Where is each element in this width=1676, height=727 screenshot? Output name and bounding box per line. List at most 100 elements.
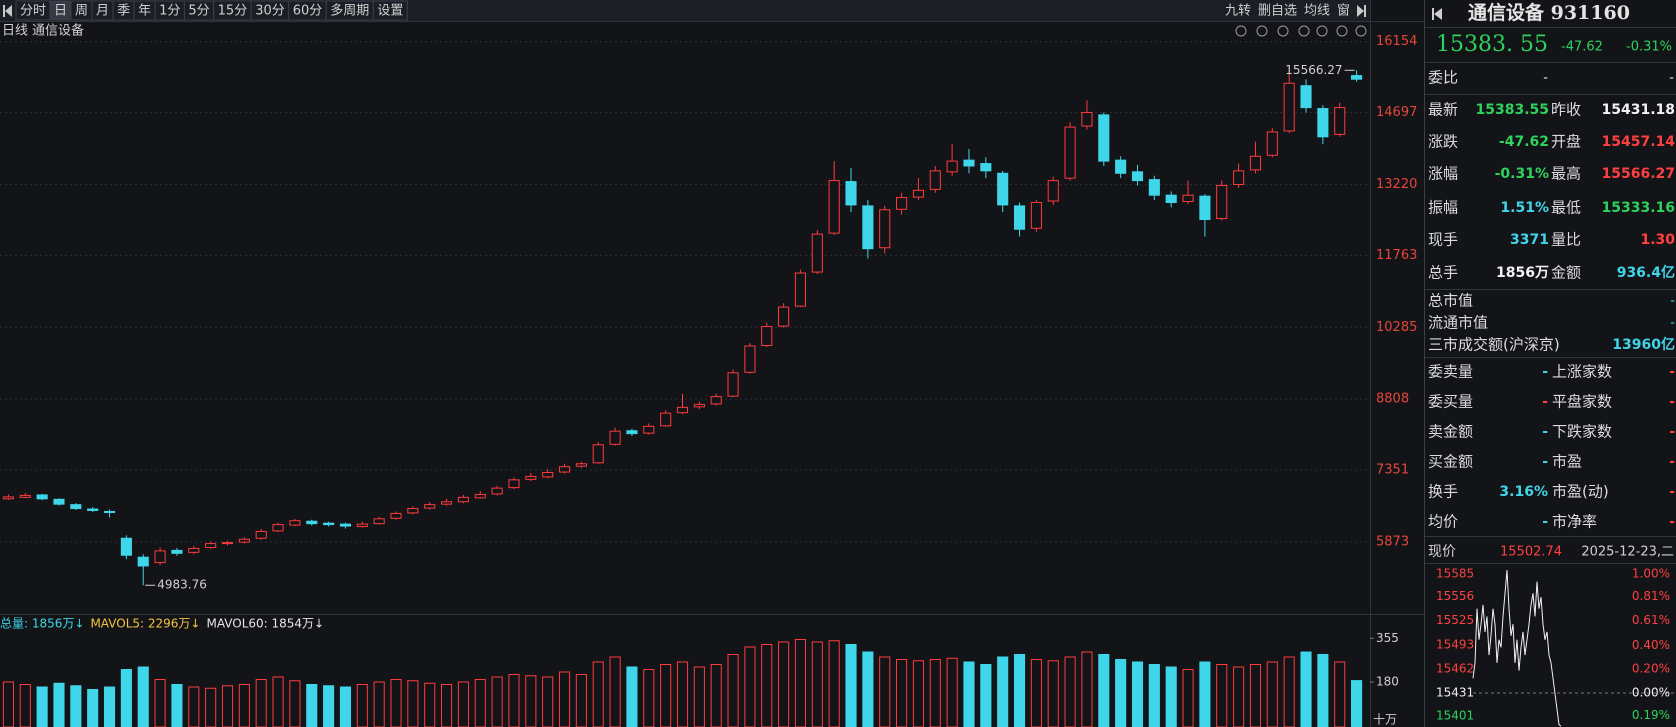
row-value: - — [1669, 394, 1675, 410]
row-label: 最新 — [1428, 101, 1458, 119]
volume-bar — [356, 684, 368, 727]
volume-bar — [491, 676, 503, 727]
row-value: 3371 — [1510, 232, 1549, 248]
panel-price: 15383. 55 — [1436, 32, 1548, 57]
toolbar-button-label[interactable]: 5分 — [188, 4, 209, 19]
toolbar-button-label[interactable]: 月 — [96, 4, 109, 19]
volume-bar — [693, 666, 705, 727]
price-tick-label: 11763 — [1376, 248, 1417, 263]
volume-bar — [1115, 659, 1127, 727]
volume-bar — [221, 685, 234, 727]
volume-bar — [676, 661, 689, 727]
row-label: 市盈(动) — [1552, 483, 1609, 501]
date: 2025-12-23,二 — [1581, 545, 1674, 560]
candle-body — [778, 306, 790, 327]
volume-bar — [997, 656, 1009, 727]
volume-bar — [1047, 660, 1059, 727]
toolbar-action[interactable]: 删自选 — [1258, 4, 1297, 19]
volume-legend: MAVOL60: 1854万↓ — [206, 617, 324, 631]
candle-body — [137, 556, 149, 567]
candle-body — [474, 493, 486, 499]
volume-bar — [53, 682, 65, 727]
candle-body — [592, 444, 604, 464]
toolbar-button-label[interactable]: 设置 — [377, 4, 403, 19]
panel-back-icon[interactable] — [1432, 8, 1442, 20]
stats: 委卖量 - 上涨家数 -委买量 - 平盘家数 -卖金额 - 下跌家数 -买金额 - 市盈 -换手 3.16… — [1428, 363, 1675, 531]
candle-body — [879, 209, 891, 249]
candle-body — [1283, 82, 1295, 132]
toolbar-button-label[interactable]: 15分 — [218, 4, 248, 19]
volume-bar — [103, 686, 116, 727]
volume-bar — [980, 664, 992, 727]
candle-body — [1351, 75, 1363, 80]
volume-bar — [1148, 664, 1160, 727]
row-label: 委买量 — [1428, 393, 1473, 411]
candle-body — [238, 538, 250, 543]
volume-bar — [1081, 651, 1093, 727]
toolbar-action[interactable]: 九转 — [1225, 4, 1251, 19]
toolbar-action[interactable]: 窗 — [1337, 3, 1350, 19]
candle-body — [323, 522, 335, 526]
row-value: - — [1542, 424, 1548, 440]
volume-bar — [19, 684, 31, 727]
last-icon[interactable] — [1357, 5, 1366, 17]
y2-tick-label: 0.00% — [1632, 686, 1670, 700]
intraday-line — [1472, 570, 1562, 727]
candle-body — [171, 549, 183, 554]
row-value: - — [1542, 514, 1548, 530]
candle-body — [761, 326, 773, 347]
toolbar-button-label[interactable]: 多周期 — [330, 3, 369, 19]
row-value: - — [1542, 394, 1548, 410]
volume-bar — [845, 644, 857, 727]
y-tick-label: 15401 — [1436, 709, 1474, 723]
candle-body — [255, 530, 267, 539]
toolbar-button-label[interactable]: 1分 — [159, 4, 180, 19]
row-label: 开盘 — [1551, 133, 1581, 151]
row-value: 15431.18 — [1601, 102, 1675, 118]
y-tick-label: 15556 — [1436, 589, 1474, 603]
volume-bar — [1165, 666, 1177, 727]
toolbar-button-label[interactable]: 分时 — [20, 4, 46, 19]
volume-bar — [879, 656, 891, 727]
row-label: 总手 — [1428, 264, 1458, 282]
volume-bar — [137, 666, 149, 727]
toolbar-action[interactable]: 均线 — [1304, 4, 1330, 19]
volume-bar — [1317, 654, 1329, 727]
candle-body — [1182, 194, 1194, 203]
y2-tick-label: 0.61% — [1632, 613, 1670, 627]
toolbar-button-label[interactable]: 季 — [117, 4, 130, 19]
candle-body — [103, 510, 116, 513]
candle-body — [1249, 155, 1262, 171]
toolbar-button-label[interactable]: 60分 — [293, 4, 323, 19]
toolbar-button[interactable] — [372, 0, 408, 21]
volume-bar — [238, 684, 250, 727]
volume-bar — [896, 659, 908, 727]
volume-bar — [474, 679, 486, 727]
candle-body — [676, 406, 689, 414]
price-tick-label: 5873 — [1376, 534, 1409, 549]
candle-body — [1266, 131, 1278, 156]
row-value: - — [1670, 294, 1675, 309]
candle-body — [441, 501, 453, 505]
row-value: - — [1542, 454, 1548, 470]
row-label: 最高 — [1551, 165, 1581, 183]
row-label: 上涨家数 — [1552, 363, 1612, 381]
candle-body — [575, 463, 587, 467]
row-value: 15566.27 — [1601, 166, 1675, 182]
row-value: - — [1669, 71, 1674, 86]
chart-tools[interactable] — [1235, 25, 1367, 37]
candle-body — [205, 543, 217, 548]
y2-tick-label: 0.40% — [1632, 638, 1670, 652]
first-icon[interactable] — [3, 5, 12, 17]
price-tick-label: 16154 — [1376, 34, 1417, 49]
volume-bar — [912, 660, 924, 727]
toolbar-button-label[interactable]: 30分 — [255, 4, 285, 19]
row-label: 均价 — [1428, 513, 1458, 531]
candle-body — [457, 496, 469, 503]
toolbar-button-label[interactable]: 周 — [75, 4, 88, 19]
volume-bar — [778, 641, 790, 727]
toolbar-button-label[interactable]: 年 — [138, 4, 151, 19]
row-value: - — [1542, 364, 1548, 380]
toolbar-button-label[interactable]: 日 — [54, 4, 67, 19]
